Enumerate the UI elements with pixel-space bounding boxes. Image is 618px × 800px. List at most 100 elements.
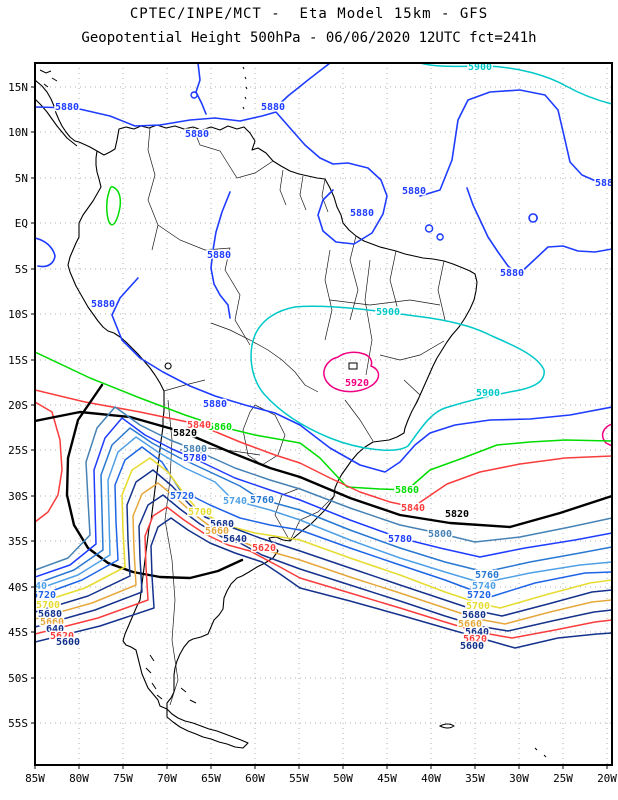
contour-5680 [35,469,612,617]
map-frame [34,62,613,766]
contour-label-5600: 5600 [460,641,484,652]
contour-label-5880: 5880 [402,186,426,197]
country-border [279,169,329,213]
lat-axis-label: 50S [8,672,28,685]
contour-label-5700: 5700 [36,600,60,611]
country-border [147,127,159,251]
contour-label-5780: 5780 [183,453,207,464]
contour-label-5880: 5880 [350,208,374,219]
contour-5600 [35,517,612,649]
contour-5920 [323,351,380,393]
country-border [274,487,335,542]
lon-axis-label: 25W [553,772,573,785]
lat-axis-label: 10N [8,126,28,139]
lon-axis-label: 70W [157,772,177,785]
contour-label-5860: 5860 [208,422,232,433]
contour-label-5880: 5880 [91,299,115,310]
contour-label-5780: 5780 [388,534,412,545]
contour-label-5700: 5700 [188,507,212,518]
contour-5880 [419,89,612,197]
contour-label-5880: 5880 [185,129,209,140]
contour-label-5760: 5760 [250,495,274,506]
contour-label-5900: 5900 [476,388,500,399]
contour-label-5920: 5920 [345,378,369,389]
contour-5720 [35,446,612,598]
contour-label-5740: 5740 [223,496,247,507]
contour-label-5660: 5660 [205,526,229,537]
lon-axis-label: 35W [465,772,485,785]
contour-5740 [35,436,612,591]
coastline [166,708,249,749]
lat-axis-label: 5N [15,172,28,185]
contour-label-5880: 5880 [207,250,231,261]
contour-label-5760: 5760 [475,570,499,581]
lon-axis-label: 85W [25,772,45,785]
contour-label-5680: 5680 [210,519,234,530]
chart-title: CPTEC/INPE/MCT - Eta Model 15km - GFS [129,6,489,22]
lon-axis-label: 80W [69,772,89,785]
contour-label-5840: 5840 [401,503,425,514]
contour-label-5680: 5680 [462,610,486,621]
country-border [324,249,373,376]
contour-label-5880: 5880 [500,268,524,279]
island [164,362,172,370]
contour-5840 [35,401,63,523]
contour-label-5880: 5880 [55,102,79,113]
lat-axis-label: 45S [8,626,28,639]
lat-axis-label: 30S [8,490,28,503]
contour-label-5860: 5860 [395,485,419,496]
lon-axis-label: 60W [245,772,265,785]
lat-axis-label: 15S [8,354,28,367]
lon-axis-label: 65W [201,772,221,785]
contour-label-5640: 5640 [465,627,489,638]
contour-label-5640: 640 [46,624,64,635]
island [39,69,58,88]
contour-label-5680: 5680 [38,609,62,620]
contour-label-5800: 5800 [428,529,452,540]
lon-axis-label: 45W [377,772,397,785]
lat-axis-label: 55S [8,717,28,730]
contour-label-5700: 5700 [466,601,490,612]
island [438,723,547,758]
lon-axis-label: 20W [597,772,617,785]
contour-5880 [210,191,231,319]
chart-header: CPTEC/INPE/MCT - Eta Model 15km - GFS Ge… [0,6,618,46]
contour-5760 [35,427,612,585]
federal-district-square [348,362,358,370]
contour-5880 [35,106,388,245]
lat-axis-label: 15N [8,81,28,94]
contour-label-5800: 5800 [183,444,207,455]
lon-axis-label: 40W [421,772,441,785]
contour-5820 [65,383,244,580]
contour-label-5720: 5720 [170,491,194,502]
lat-axis-label: 10S [8,308,28,321]
contour-label-5740: 740 [29,581,47,592]
contour-label-5820: 5820 [173,428,197,439]
contour-5880 [35,237,56,268]
contour-label-5740: 5740 [472,581,496,592]
country-border [349,235,446,321]
contour-label-5600: 5600 [56,637,80,648]
map-area: 5900 5900 5900 5920 5880 5880 5880 5880 5880 588 5… [29,62,612,758]
lon-axis-label: 50W [333,772,353,785]
contour-label-5620: 5620 [50,631,74,642]
contour-5880 [190,91,444,241]
contour-5660 [35,482,612,625]
country-border [192,127,274,179]
lon-axis-label: 75W [113,772,133,785]
contour-5860 [35,351,612,491]
lat-axis-label: 5S [15,263,28,276]
contour-label-5720: 5720 [32,590,56,601]
contour-label-5900: 5900 [468,62,492,73]
country-border [163,379,206,392]
country-border [329,299,445,361]
lat-axis-label: 25S [8,444,28,457]
country-border [344,379,421,442]
contour-label-5720: 5720 [467,590,491,601]
country-border [210,322,319,393]
contour-5880 [528,213,538,223]
island [145,654,197,704]
contour-label-5900: 5900 [376,307,400,318]
